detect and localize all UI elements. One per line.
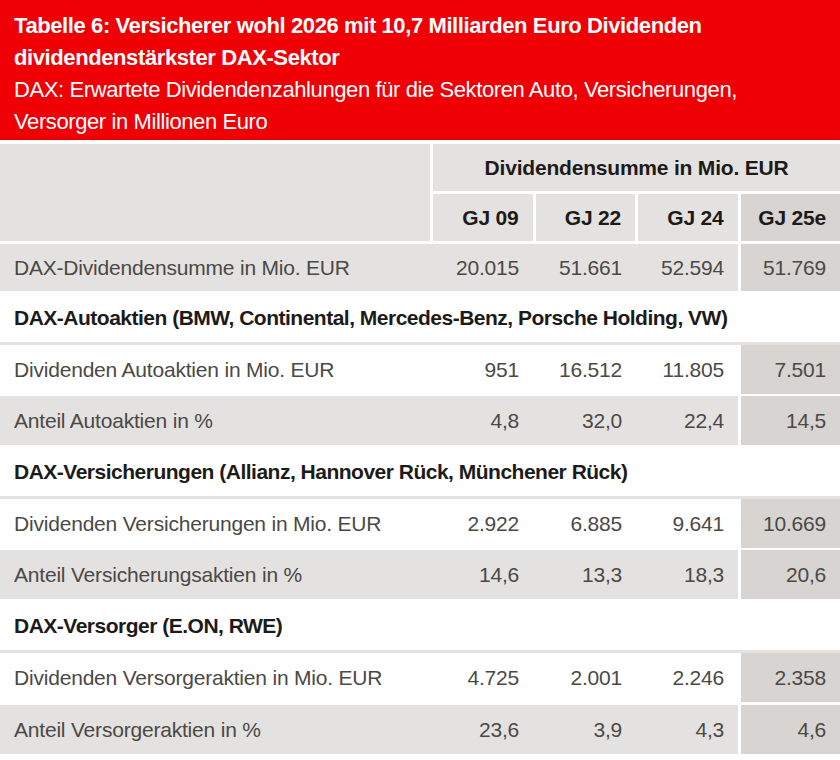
header-label-spacer	[0, 144, 430, 241]
header-columns-block: Dividendensumme in Mio. EUR GJ 09 GJ 22 …	[433, 144, 840, 241]
cell-gj22: 32,0	[533, 396, 636, 445]
table-subtitle-line-2: Versorger in Millionen Euro	[14, 106, 826, 138]
table-subtitle-line-1: DAX: Erwartete Dividendenzahlungen für d…	[14, 74, 826, 106]
table-title-line-1: Tabelle 6: Versicherer wohl 2026 mit 10,…	[14, 10, 826, 42]
row-label: Anteil Versorgeraktien in %	[0, 705, 430, 754]
cell-gj09: 2.922	[430, 499, 533, 548]
table-header: Dividendensumme in Mio. EUR GJ 09 GJ 22 …	[0, 144, 840, 241]
cell-gj24: 52.594	[636, 244, 738, 291]
table-row-dividenden-versorgeraktien: Dividenden Versorgeraktien in Mio. EUR 4…	[0, 653, 840, 702]
title-banner: Tabelle 6: Versicherer wohl 2026 mit 10,…	[0, 0, 840, 140]
section-header-versorger: DAX-Versorger (E.ON, RWE)	[0, 602, 840, 653]
cell-gj25e: 4,6	[741, 705, 840, 754]
table-row-dax-dividendensumme: DAX-Dividendensumme in Mio. EUR 20.015 5…	[0, 244, 840, 291]
cell-gj22: 16.512	[533, 345, 636, 394]
cell-gj25e: 10.669	[741, 499, 840, 548]
row-label: Anteil Autoaktien in %	[0, 396, 430, 445]
cell-gj24: 18,3	[636, 550, 738, 599]
table-row-anteil-autoaktien: Anteil Autoaktien in % 4,8 32,0 22,4 14,…	[0, 396, 840, 445]
cell-gj25e: 7.501	[741, 345, 840, 394]
cell-gj09: 20.015	[430, 244, 533, 291]
cell-gj22: 6.885	[533, 499, 636, 548]
cell-gj09: 4.725	[430, 653, 533, 702]
section-header-autoaktien: DAX-Autoaktien (BMW, Continental, Merced…	[0, 294, 840, 345]
table-row-dividenden-versicherungen: Dividenden Versicherungen in Mio. EUR 2.…	[0, 499, 840, 548]
row-label: Dividenden Versorgeraktien in Mio. EUR	[0, 653, 430, 702]
column-header-gj24: GJ 24	[638, 194, 738, 241]
column-header-gj22: GJ 22	[536, 194, 636, 241]
cell-gj22: 13,3	[533, 550, 636, 599]
table-row-dividenden-autoaktien: Dividenden Autoaktien in Mio. EUR 951 16…	[0, 345, 840, 394]
cell-gj25e: 20,6	[741, 550, 840, 599]
cell-gj24: 4,3	[636, 705, 738, 754]
cell-gj24: 11.805	[636, 345, 738, 394]
section-header-versicherungen: DAX-Versicherungen (Allianz, Hannover Rü…	[0, 448, 840, 499]
cell-gj24: 2.246	[636, 653, 738, 702]
column-header-gj09: GJ 09	[433, 194, 533, 241]
cell-gj09: 14,6	[430, 550, 533, 599]
cell-gj25e: 51.769	[741, 244, 840, 291]
row-label: Dividenden Versicherungen in Mio. EUR	[0, 499, 430, 548]
row-label: Anteil Versicherungsaktien in %	[0, 550, 430, 599]
cell-gj09: 23,6	[430, 705, 533, 754]
table-title-line-2: dividendenstärkster DAX-Sektor	[14, 42, 826, 74]
cell-gj24: 9.641	[636, 499, 738, 548]
table-row-anteil-versicherungsaktien: Anteil Versicherungsaktien in % 14,6 13,…	[0, 550, 840, 599]
cell-gj25e: 14,5	[741, 396, 840, 445]
cell-gj09: 4,8	[430, 396, 533, 445]
table-row-anteil-versorgeraktien: Anteil Versorgeraktien in % 23,6 3,9 4,3…	[0, 705, 840, 754]
cell-gj22: 2.001	[533, 653, 636, 702]
cell-gj22: 3,9	[533, 705, 636, 754]
row-label: DAX-Dividendensumme in Mio. EUR	[0, 244, 430, 291]
cell-gj25e: 2.358	[741, 653, 840, 702]
cell-gj09: 951	[430, 345, 533, 394]
cell-gj22: 51.661	[533, 244, 636, 291]
column-group-header: Dividendensumme in Mio. EUR	[433, 144, 840, 191]
column-header-gj25e: GJ 25e	[741, 194, 840, 241]
cell-gj24: 22,4	[636, 396, 738, 445]
column-headers-row: GJ 09 GJ 22 GJ 24 GJ 25e	[433, 194, 840, 241]
row-label: Dividenden Autoaktien in Mio. EUR	[0, 345, 430, 394]
